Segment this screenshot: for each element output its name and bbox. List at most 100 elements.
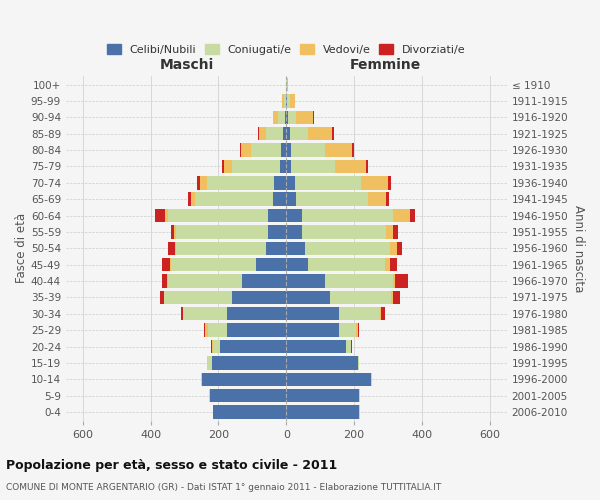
Bar — [202, 372, 286, 386]
Bar — [286, 340, 346, 353]
Bar — [290, 127, 308, 140]
Bar — [296, 192, 368, 206]
Bar — [352, 144, 354, 157]
Bar — [183, 307, 227, 320]
Bar — [284, 94, 286, 108]
Bar — [155, 209, 165, 222]
Bar — [273, 192, 286, 206]
Bar — [171, 258, 256, 272]
Y-axis label: Anni di nascita: Anni di nascita — [572, 204, 585, 292]
Bar — [381, 307, 385, 320]
Bar — [224, 160, 232, 173]
Bar — [220, 340, 286, 353]
Bar — [251, 144, 281, 157]
Bar — [181, 307, 182, 320]
Bar — [278, 110, 284, 124]
Bar — [339, 324, 356, 337]
Bar — [286, 127, 290, 140]
Legend: Celibi/Nubili, Coniugati/e, Vedovi/e, Divorziati/e: Celibi/Nubili, Coniugati/e, Vedovi/e, Di… — [103, 40, 470, 60]
Bar — [191, 192, 195, 206]
Bar — [232, 160, 280, 173]
Bar — [332, 127, 334, 140]
Bar — [380, 307, 381, 320]
Bar — [284, 110, 286, 124]
Bar — [391, 290, 393, 304]
Bar — [256, 258, 286, 272]
Bar — [195, 192, 273, 206]
Bar — [214, 340, 220, 353]
Bar — [371, 372, 372, 386]
Bar — [164, 290, 232, 304]
Bar — [209, 389, 210, 402]
Bar — [273, 110, 278, 124]
Bar — [283, 127, 286, 140]
Bar — [212, 356, 286, 370]
Bar — [395, 274, 409, 288]
Bar — [204, 324, 205, 337]
Text: Femmine: Femmine — [350, 58, 421, 71]
Bar — [227, 307, 286, 320]
Bar — [167, 274, 242, 288]
Bar — [241, 144, 251, 157]
Bar — [286, 307, 339, 320]
Bar — [286, 144, 292, 157]
Bar — [351, 340, 352, 353]
Bar — [210, 389, 286, 402]
Bar — [339, 307, 380, 320]
Bar — [302, 209, 393, 222]
Bar — [175, 225, 176, 238]
Bar — [232, 290, 286, 304]
Bar — [281, 144, 286, 157]
Bar — [286, 78, 287, 92]
Bar — [212, 340, 214, 353]
Bar — [388, 176, 391, 190]
Bar — [268, 225, 286, 238]
Bar — [188, 192, 191, 206]
Bar — [167, 209, 268, 222]
Bar — [397, 242, 401, 255]
Bar — [206, 356, 212, 370]
Bar — [313, 110, 314, 124]
Bar — [286, 209, 302, 222]
Bar — [290, 94, 295, 108]
Bar — [259, 127, 266, 140]
Bar — [175, 242, 176, 255]
Bar — [266, 127, 283, 140]
Bar — [240, 144, 241, 157]
Bar — [242, 274, 286, 288]
Bar — [286, 290, 331, 304]
Bar — [386, 192, 389, 206]
Bar — [346, 340, 351, 353]
Bar — [286, 192, 296, 206]
Bar — [385, 258, 390, 272]
Bar — [325, 274, 393, 288]
Bar — [208, 324, 227, 337]
Bar — [335, 160, 366, 173]
Bar — [296, 110, 313, 124]
Bar — [308, 127, 332, 140]
Bar — [393, 290, 400, 304]
Bar — [286, 160, 292, 173]
Text: Popolazione per età, sesso e stato civile - 2011: Popolazione per età, sesso e stato civil… — [6, 460, 337, 472]
Bar — [197, 176, 200, 190]
Bar — [286, 94, 287, 108]
Bar — [214, 406, 286, 418]
Bar — [206, 176, 274, 190]
Bar — [282, 94, 284, 108]
Bar — [205, 324, 208, 337]
Bar — [358, 324, 359, 337]
Bar — [168, 242, 175, 255]
Bar — [305, 242, 390, 255]
Bar — [170, 258, 171, 272]
Bar — [200, 372, 202, 386]
Bar — [292, 160, 335, 173]
Bar — [286, 110, 288, 124]
Text: Maschi: Maschi — [160, 58, 214, 71]
Bar — [176, 242, 266, 255]
Bar — [286, 225, 302, 238]
Bar — [161, 258, 170, 272]
Bar — [286, 372, 371, 386]
Bar — [200, 176, 206, 190]
Bar — [410, 209, 415, 222]
Bar — [356, 324, 358, 337]
